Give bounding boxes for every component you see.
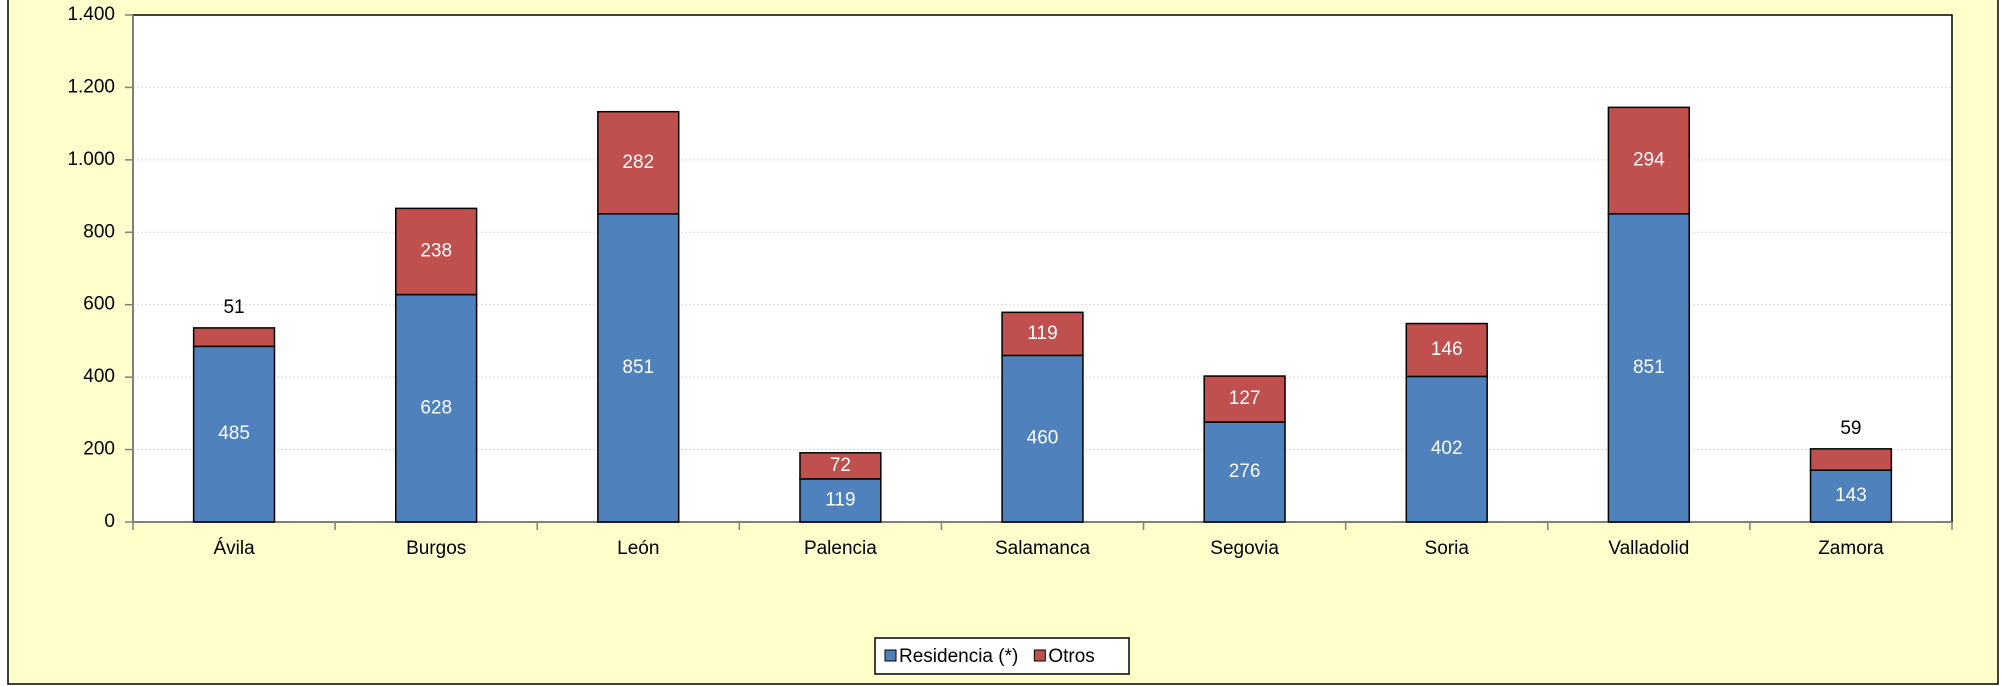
legend-label: Residencia (*) [899, 646, 1018, 667]
bar-segment [1405, 375, 1488, 523]
bar-segment [192, 345, 276, 523]
bar-segment [1405, 322, 1488, 378]
legend-swatch [1033, 649, 1046, 662]
data-label: 146 [1431, 339, 1463, 360]
y-tick-label: 1.400 [67, 4, 115, 25]
data-label: 851 [622, 357, 654, 378]
x-tick-label: Segovia [1210, 538, 1279, 559]
bar-segment [1809, 469, 1893, 523]
bar-segment [394, 293, 478, 523]
y-tick-label: 1.200 [67, 76, 115, 97]
data-label: 59 [1840, 418, 1861, 439]
data-label: 119 [1027, 323, 1057, 344]
data-label: 72 [830, 455, 851, 476]
bar-segment [1607, 106, 1691, 215]
data-label: 485 [218, 423, 250, 444]
data-label: 294 [1633, 150, 1665, 171]
x-tick-label: Valladolid [1608, 538, 1689, 559]
y-tick-label: 600 [83, 294, 115, 315]
data-label: 628 [420, 397, 452, 418]
legend-box [874, 637, 1130, 675]
legend-label: Otros [1048, 646, 1094, 667]
x-tick-label: Ávila [213, 538, 255, 559]
bar-segment [1809, 448, 1893, 471]
legend-swatch [884, 649, 897, 662]
bar-segment [192, 327, 276, 348]
x-tick-label: Zamora [1818, 538, 1884, 559]
data-label: 127 [1229, 388, 1261, 409]
data-label: 143 [1835, 485, 1867, 506]
y-tick-label: 800 [83, 221, 115, 242]
data-label: 282 [622, 152, 654, 173]
data-label: 460 [1027, 428, 1059, 449]
bar-segment [1607, 213, 1691, 523]
bar-segment [799, 478, 882, 523]
bar-segment [394, 207, 478, 296]
bar-segment [799, 452, 882, 480]
x-tick-label: León [617, 538, 659, 559]
x-tick-label: Burgos [406, 538, 466, 559]
data-label: 238 [420, 240, 452, 261]
y-tick-label: 1.000 [67, 149, 115, 170]
bar-segment [1001, 311, 1084, 357]
data-label: 402 [1431, 438, 1463, 459]
y-tick-label: 200 [83, 439, 115, 460]
bar-segment [1001, 354, 1084, 523]
x-tick-label: Palencia [804, 538, 877, 559]
data-label: 276 [1229, 461, 1261, 482]
x-tick-label: Salamanca [995, 538, 1090, 559]
bar-segment [597, 110, 680, 215]
bar-segment [597, 213, 680, 523]
bar-segment [1203, 375, 1286, 423]
x-tick-label: Soria [1425, 538, 1470, 559]
y-tick-label: 0 [104, 511, 115, 532]
data-label: 51 [223, 297, 244, 318]
data-label: 119 [825, 489, 855, 510]
data-label: 851 [1633, 357, 1665, 378]
y-tick-label: 400 [83, 366, 115, 387]
bar-segment [1203, 421, 1286, 523]
